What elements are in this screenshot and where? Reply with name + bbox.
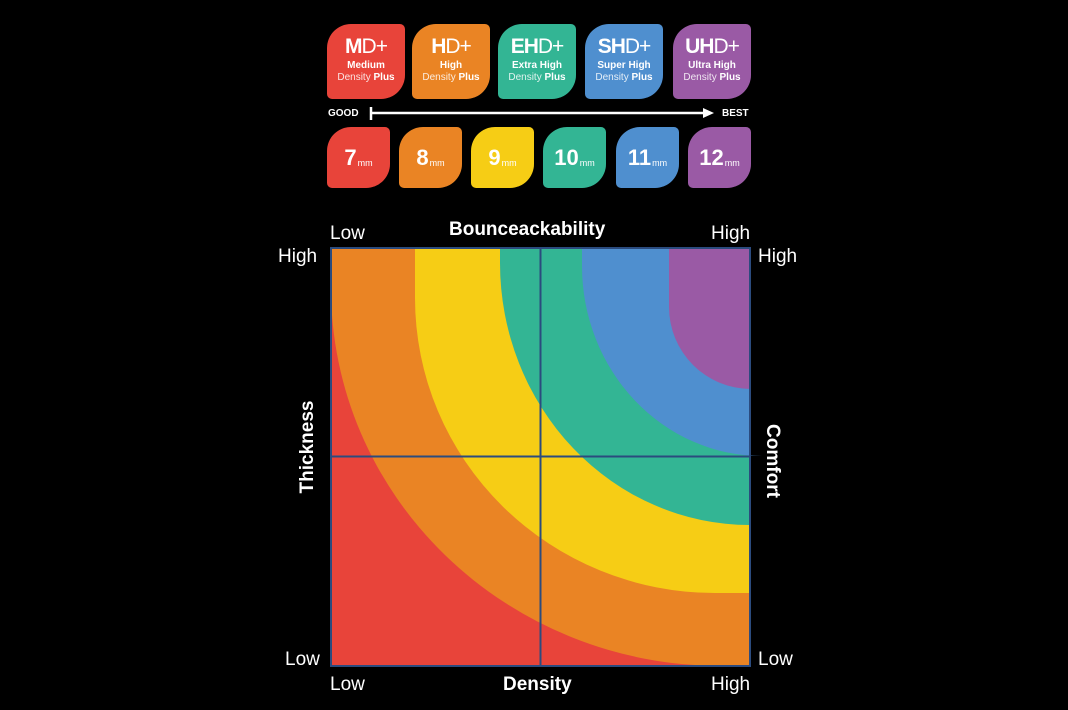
scale-arrow [369,107,714,120]
grade-subtitle: Density Plus [422,72,480,83]
thickness-badge: 11 mm [616,127,679,188]
thickness-unit: mm [357,157,373,168]
grade-badge: HD+ High Density Plus [412,24,490,99]
grade-badge: UHD+ Ultra High Density Plus [673,24,751,99]
grade-badge: MD+ Medium Density Plus [327,24,405,99]
thickness-value: 10 [554,144,579,170]
grade-name: Extra High [511,60,562,71]
scale-good-label: GOOD [328,108,359,119]
bottom-axis-title: Density [503,674,572,695]
thickness-badge: 12 mm [688,127,751,188]
grade-subtitle: Density Plus [683,72,741,83]
bottom-high-label: High [711,674,751,695]
density-band [669,248,751,389]
grade-code: SHD+ [597,35,652,58]
grade-name: High [439,60,463,71]
thickness-badge: 9 mm [471,127,534,188]
thickness-unit: mm [652,157,668,168]
thickness-value: 9 [488,144,501,170]
left-high-label: High [278,246,318,267]
grade-name: Medium [347,60,385,71]
top-high-label: High [711,223,751,244]
right-axis-title: Comfort [762,424,783,498]
grade-subtitle: Density Plus [337,72,395,83]
right-high-label: High [758,246,798,267]
grade-code: EHD+ [510,35,565,58]
grade-code: HD+ [431,35,472,58]
left-low-label: Low [285,649,320,670]
thickness-unit: mm [724,157,740,168]
thickness-value: 8 [416,144,429,170]
grade-badge: SHD+ Super High Density Plus [585,24,663,99]
top-axis-title: Bounceackability [449,219,606,240]
thickness-value: 7 [344,144,357,170]
bottom-low-label: Low [330,674,365,695]
thickness-badge: 7 mm [327,127,390,188]
right-low-label: Low [758,649,793,670]
thickness-value: 12 [699,144,724,170]
grade-name: Ultra High [688,60,736,71]
grade-code: MD+ [345,35,388,58]
chart-frame [330,247,751,667]
thickness-badge: 10 mm [543,127,606,188]
grade-subtitle: Density Plus [508,72,566,83]
thickness-value: 11 [627,144,652,170]
thickness-unit: mm [579,157,595,168]
grade-badge: EHD+ Extra High Density Plus [498,24,576,99]
left-axis-title: Thickness [297,400,318,494]
thickness-unit: mm [429,157,445,168]
scale-best-label: BEST [722,108,749,119]
grade-name: Super High [597,60,651,71]
grade-subtitle: Density Plus [595,72,653,83]
top-low-label: Low [330,223,365,244]
thickness-unit: mm [501,157,517,168]
thickness-badge: 8 mm [399,127,462,188]
grade-code: UHD+ [685,35,740,58]
